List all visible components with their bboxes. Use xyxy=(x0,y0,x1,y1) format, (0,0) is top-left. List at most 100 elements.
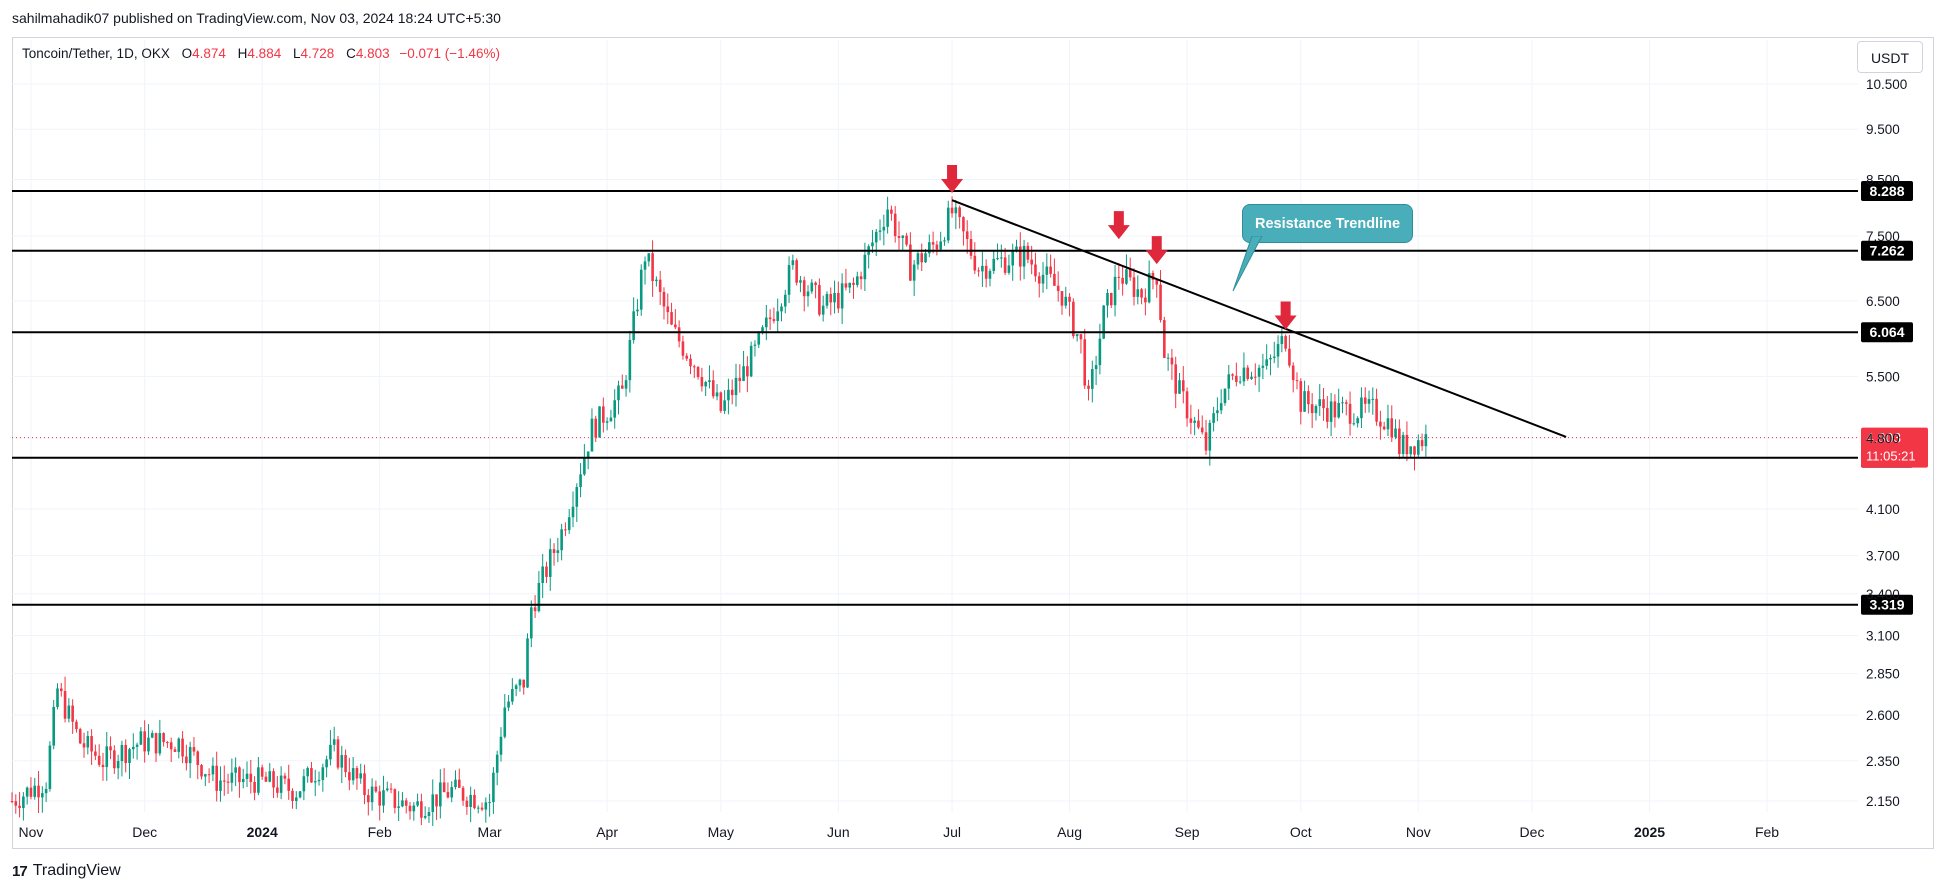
candle-body xyxy=(996,258,999,260)
candle-body xyxy=(1352,423,1356,425)
candle-body xyxy=(484,802,488,810)
candle-body xyxy=(901,235,905,238)
candle-body xyxy=(1200,427,1204,433)
candle-body xyxy=(200,765,203,777)
candle-body xyxy=(204,774,207,777)
candle-body xyxy=(211,765,215,775)
candle-body xyxy=(1045,266,1049,275)
candle-body xyxy=(962,217,965,232)
candle-body xyxy=(82,743,86,748)
grid-lines xyxy=(12,40,1858,812)
low-label: L xyxy=(292,46,301,61)
candle-body xyxy=(181,738,184,757)
last-price-badge xyxy=(1861,427,1928,468)
level-badge xyxy=(1861,322,1913,343)
candle-body xyxy=(196,751,200,766)
candle-body xyxy=(1147,272,1151,303)
candle-body xyxy=(1250,376,1253,379)
candle-body xyxy=(1163,320,1166,358)
candle-body xyxy=(245,773,249,779)
candle-body xyxy=(670,312,673,325)
candle-body xyxy=(814,282,817,286)
candle-body xyxy=(1360,397,1363,419)
candle-body xyxy=(658,279,662,292)
candle-body xyxy=(370,786,374,803)
candle-body xyxy=(863,254,867,280)
candle-body xyxy=(802,280,806,297)
candle-body xyxy=(765,317,768,328)
candle-body xyxy=(787,265,791,295)
candle-body xyxy=(537,582,541,612)
publisher-line: sahilmahadik07 published on TradingView.… xyxy=(12,10,501,26)
candle-body xyxy=(837,292,840,309)
candle-body xyxy=(708,380,711,383)
time-tick-label: 2025 xyxy=(1634,824,1665,840)
candle-body xyxy=(1420,440,1424,447)
candle-body xyxy=(704,382,707,387)
candle-body xyxy=(848,282,852,288)
candle-body xyxy=(10,801,14,802)
candle-body xyxy=(116,761,120,769)
candle-body xyxy=(169,742,173,750)
candle-body xyxy=(943,240,946,242)
candle-body xyxy=(1394,428,1397,438)
candle-body xyxy=(988,270,992,279)
candle-body xyxy=(1322,399,1325,409)
candle-body xyxy=(1288,348,1291,366)
candle-body xyxy=(526,638,529,688)
candle-body xyxy=(935,244,939,250)
resistance-trendline-callout: Resistance Trendline xyxy=(1242,204,1413,243)
candle-body xyxy=(18,805,21,809)
candle-body xyxy=(435,794,438,807)
price-tick-label: 8.500 xyxy=(1866,173,1900,188)
candle-body xyxy=(1094,365,1098,370)
candle-body xyxy=(795,260,798,283)
candle-body xyxy=(746,366,749,377)
candle-body xyxy=(147,737,150,752)
candle-body xyxy=(1401,434,1405,454)
candle-body xyxy=(257,767,260,793)
candle-body xyxy=(215,765,218,791)
candle-body xyxy=(730,389,734,396)
time-tick-label: Feb xyxy=(1755,824,1779,840)
candle-body xyxy=(503,707,507,737)
candle-body xyxy=(94,751,97,756)
candle-body xyxy=(727,389,730,401)
level-badge xyxy=(1861,594,1913,615)
candle-body xyxy=(939,241,942,250)
candle-body xyxy=(177,738,181,752)
candle-body xyxy=(662,291,666,307)
candle-body xyxy=(378,791,381,806)
close-value: 4.803 xyxy=(355,46,390,61)
candle-body xyxy=(692,366,696,368)
candle-body xyxy=(859,276,863,280)
level-badge xyxy=(1861,180,1913,201)
candle-body xyxy=(113,750,116,769)
candle-body xyxy=(1231,374,1234,376)
candle-body xyxy=(22,796,25,809)
candle-body xyxy=(530,607,533,639)
candle-body xyxy=(1034,264,1037,277)
candle-body xyxy=(757,332,761,345)
level-badge-label: 3.319 xyxy=(1869,597,1904,613)
time-tick-label: Dec xyxy=(1520,824,1545,840)
candle-body xyxy=(431,794,435,812)
price-tick-label: 10.500 xyxy=(1866,77,1907,92)
candle-body xyxy=(711,380,715,397)
currency-button[interactable]: USDT xyxy=(1857,41,1923,73)
candle-body xyxy=(564,529,567,531)
candle-body xyxy=(86,736,90,748)
candle-body xyxy=(632,311,635,340)
candle-body xyxy=(188,747,192,764)
candle-body xyxy=(1272,356,1276,358)
candle-body xyxy=(1075,334,1079,337)
candle-body xyxy=(1246,367,1250,379)
price-tick-label: 6.500 xyxy=(1866,294,1900,309)
candle-body xyxy=(1109,292,1113,306)
candle-body xyxy=(1314,406,1318,414)
candle-body xyxy=(806,291,810,297)
price-tick-label: 9.500 xyxy=(1866,122,1900,137)
candle-body xyxy=(1341,402,1344,404)
candle-body xyxy=(1121,277,1124,284)
